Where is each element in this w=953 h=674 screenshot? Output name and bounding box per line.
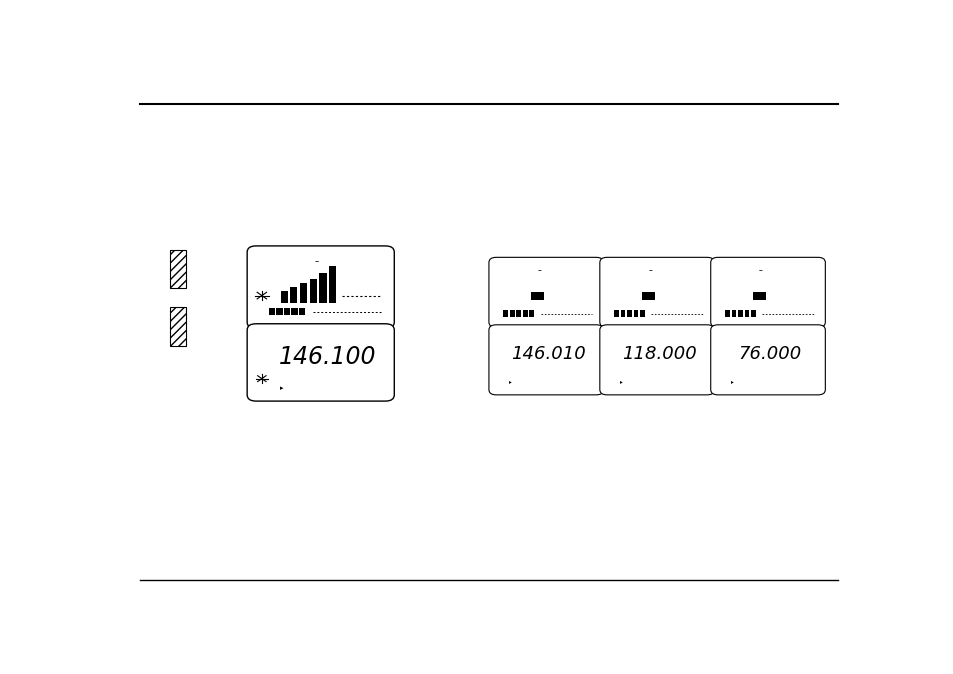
Bar: [284, 308, 290, 315]
Bar: [269, 308, 274, 315]
Text: 146.010: 146.010: [510, 345, 585, 363]
Bar: [529, 310, 534, 317]
Bar: [292, 308, 297, 315]
FancyBboxPatch shape: [710, 257, 824, 328]
Bar: [522, 310, 527, 317]
Text: –: –: [314, 257, 318, 266]
Bar: [641, 292, 654, 299]
Bar: [298, 308, 305, 315]
FancyBboxPatch shape: [247, 324, 394, 401]
Text: 76.000: 76.000: [738, 345, 801, 363]
Bar: [170, 307, 186, 346]
Text: –: –: [647, 266, 652, 276]
Bar: [319, 273, 326, 303]
Bar: [329, 266, 335, 303]
FancyBboxPatch shape: [599, 257, 714, 328]
Bar: [503, 310, 508, 317]
Bar: [724, 310, 729, 317]
FancyBboxPatch shape: [247, 246, 394, 328]
Text: ▸: ▸: [280, 386, 283, 392]
FancyBboxPatch shape: [488, 325, 603, 395]
Text: ▸: ▸: [508, 379, 511, 384]
Bar: [743, 310, 748, 317]
Bar: [626, 310, 631, 317]
Bar: [276, 308, 282, 315]
FancyBboxPatch shape: [488, 257, 603, 328]
Bar: [752, 292, 765, 299]
Bar: [750, 310, 755, 317]
Text: ▸: ▸: [619, 379, 622, 384]
FancyBboxPatch shape: [599, 325, 714, 395]
Text: ▸: ▸: [730, 379, 733, 384]
Bar: [170, 249, 186, 288]
Bar: [280, 291, 288, 303]
Bar: [290, 287, 297, 303]
Bar: [299, 283, 307, 303]
Bar: [516, 310, 520, 317]
Text: 146.100: 146.100: [278, 345, 375, 369]
Bar: [620, 310, 625, 317]
Bar: [310, 278, 316, 303]
Text: 118.000: 118.000: [621, 345, 696, 363]
FancyBboxPatch shape: [710, 325, 824, 395]
Bar: [633, 310, 638, 317]
Text: –: –: [537, 266, 540, 276]
Bar: [731, 310, 736, 317]
Bar: [738, 310, 742, 317]
Bar: [639, 310, 644, 317]
Bar: [531, 292, 543, 299]
Bar: [509, 310, 514, 317]
Bar: [614, 310, 618, 317]
Text: –: –: [759, 266, 762, 276]
